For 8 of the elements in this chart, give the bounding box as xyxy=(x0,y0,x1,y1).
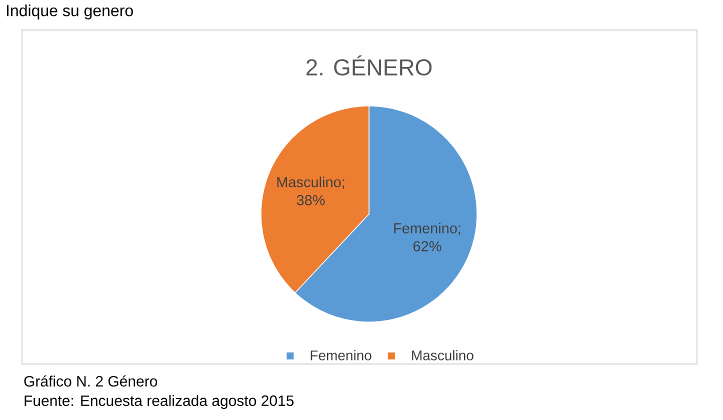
source-note: Fuente: Encuesta realizada agosto 2015 xyxy=(24,395,294,409)
legend-label: Masculino xyxy=(412,350,474,360)
text: Indique su genero xyxy=(7,4,133,20)
legend-label: Femenino xyxy=(310,350,372,360)
data-label: Femenino; 62% xyxy=(394,222,460,252)
text: Gráfico N. 2 Género xyxy=(24,375,158,387)
data-label: Masculino; 38% xyxy=(277,176,344,206)
chart-title: 2. GÉNERO xyxy=(306,55,432,76)
